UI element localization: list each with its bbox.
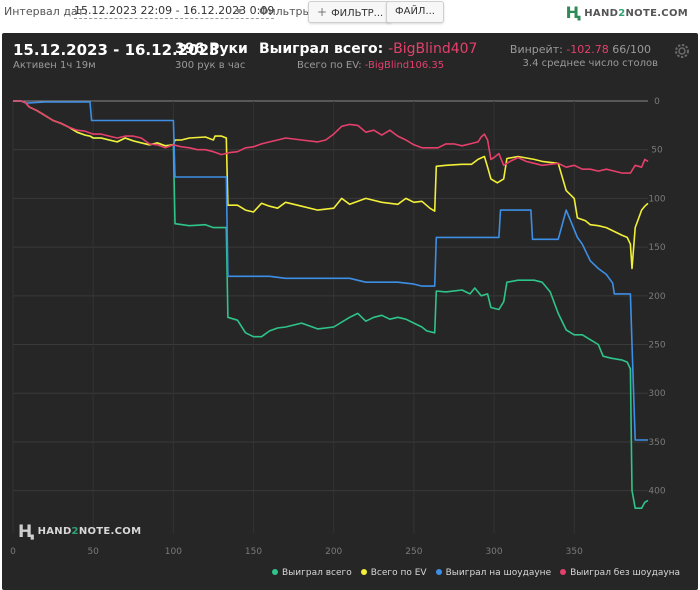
winrate-label: Винрейт:	[509, 43, 563, 56]
series-line-3	[13, 100, 648, 441]
session-active-time: Активен 1ч 19м	[13, 60, 96, 71]
x-tick-label: 100	[165, 547, 182, 557]
logo-icon: Ⱨ	[565, 3, 582, 22]
brand-logo: Ⱨ HAND2NOTE.COM	[565, 3, 688, 22]
chart-watermark: Ⱨ HAND2NOTE.COM	[18, 522, 141, 542]
settings-gear-icon[interactable]	[674, 43, 690, 59]
date-range-picker[interactable]: 15.12.2023 22:09 - 16.12.2023 0:09	[74, 4, 275, 19]
average-tables: 3.4 среднее число столов	[522, 58, 658, 69]
interval-label: Интервал дат:	[4, 5, 88, 18]
x-tick-label: 300	[485, 547, 502, 557]
x-tick-label: 250	[405, 547, 422, 557]
legend-item-4[interactable]: Выиграл без шоудауна	[560, 568, 680, 578]
date-range-dropdown-icon[interactable]	[235, 9, 243, 14]
winrate-hands: 66/100	[612, 43, 651, 56]
legend-item-3[interactable]: Выиграл на шоудауне	[435, 568, 552, 578]
total-ev: Всего по EV: -BigBlind106.35	[297, 60, 444, 71]
x-tick-label: 0	[10, 547, 16, 557]
file-button-label: ФАЙЛ...	[395, 6, 435, 17]
watermark-logo-icon: Ⱨ	[18, 522, 35, 542]
legend-label: Выиграл всего	[282, 568, 352, 578]
brand-two: 2	[618, 8, 626, 19]
filters-label: Фильтры:	[259, 5, 315, 18]
results-graph[interactable]: 0 50 100 150 200 250 300 350 400 0 50 100 150 200 250 3…	[2, 33, 698, 590]
y-tick-label: 350	[648, 438, 665, 448]
legend-label: Выиграл без шоудауна	[570, 568, 681, 578]
x-tick-label: 200	[325, 547, 342, 557]
graph-panel: 15.12.2023 - 16.12.2023 Активен 1ч 19м 3…	[2, 33, 698, 590]
y-tick-label: 200	[648, 292, 665, 302]
x-tick-label: 150	[245, 547, 262, 557]
watermark-right: NOTE.COM	[78, 526, 142, 537]
y-tick-label: 0	[654, 97, 660, 107]
y-tick-label: 100	[648, 194, 665, 204]
total-won-label: Выиграл всего:	[259, 41, 384, 57]
plus-icon: +	[317, 5, 328, 19]
series-line-2	[13, 100, 649, 270]
y-tick-label: 50	[651, 146, 663, 156]
hands-per-hour: 300 рук в час	[175, 60, 246, 71]
winrate-value: -102.78	[566, 43, 609, 56]
total-ev-value: -BigBlind106.35	[364, 60, 445, 71]
legend-dot-icon	[560, 569, 567, 575]
y-tick-label: 250	[648, 341, 665, 351]
legend-item-1[interactable]: Выиграл всего	[272, 568, 352, 578]
legend-label: Всего по EV	[370, 568, 427, 578]
total-won: Выиграл всего: -BigBlind407	[259, 41, 477, 57]
filter-bar: Интервал дат: 15.12.2023 22:09 - 16.12.2…	[0, 0, 700, 26]
brand-right: NOTE.COM	[625, 8, 688, 19]
winrate: Винрейт: -102.78 66/100	[510, 43, 651, 56]
y-tick-label: 150	[648, 243, 665, 253]
brand-left: HAND	[584, 8, 619, 19]
hands-count: 396 Руки	[175, 41, 248, 57]
x-tick-label: 50	[87, 547, 99, 557]
chart-legend: Выиграл всего Всего по EV Выиграл на шоуда…	[272, 568, 689, 582]
file-button[interactable]: ФАЙЛ...	[386, 1, 444, 23]
add-filter-label: ФИЛЬТР...	[331, 8, 384, 19]
legend-label: Выиграл на шоудауне	[445, 568, 552, 578]
total-won-value: -BigBlind407	[388, 41, 478, 57]
series-line-4	[13, 100, 649, 174]
watermark-two: 2	[71, 526, 79, 537]
legend-dot-icon	[360, 569, 367, 575]
x-tick-label: 350	[566, 547, 583, 557]
legend-item-2[interactable]: Всего по EV	[360, 568, 427, 578]
y-tick-label: 300	[648, 389, 665, 399]
legend-dot-icon	[435, 569, 442, 575]
add-filter-button[interactable]: + ФИЛЬТР...	[308, 1, 393, 23]
legend-dot-icon	[272, 569, 278, 575]
session-dates: 15.12.2023 - 16.12.2023	[13, 41, 220, 59]
y-tick-label: 400	[648, 487, 665, 497]
total-ev-label: Всего по EV:	[297, 60, 362, 71]
watermark-left: HAND	[37, 526, 72, 537]
